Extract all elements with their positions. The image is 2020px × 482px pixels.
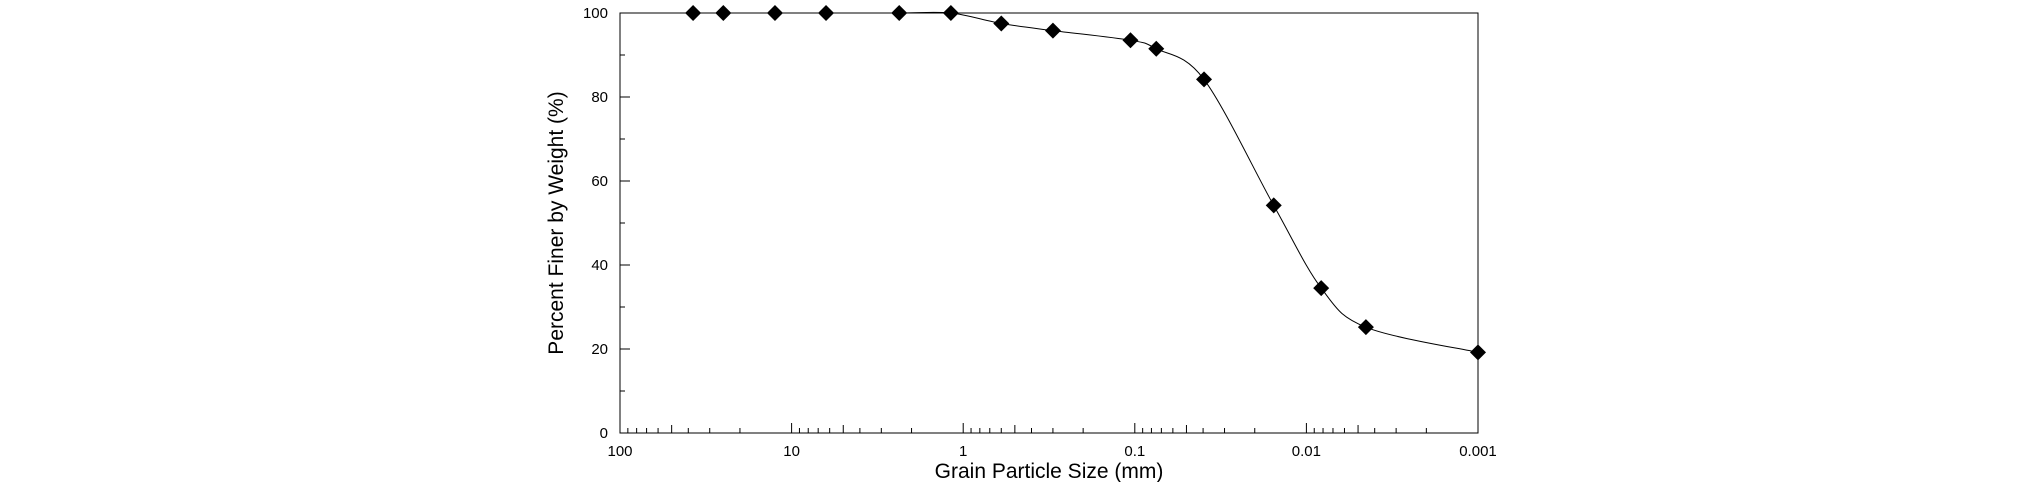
y-axis-ticks: 0 20 40 60 80 100 [583,5,630,442]
data-point-diamond [891,5,908,21]
x-tick-label: 10 [783,443,800,460]
data-point-diamond [1470,344,1486,361]
y-tick-label: 40 [591,257,608,274]
data-point-diamond [993,15,1010,32]
y-tick-label: 60 [591,173,608,190]
data-point-diamond [818,5,835,21]
x-tick-label: 0.001 [1459,443,1497,460]
x-axis-ticks: 100 10 1 0.1 0.01 0.001 [607,423,1497,460]
y-tick-label: 80 [591,89,608,106]
data-point-diamond [1313,280,1330,297]
data-point-diamond [942,5,959,21]
x-axis-title: Grain Particle Size (mm) [935,460,1164,482]
y-tick-label: 100 [583,5,608,22]
data-point-diamond [1122,32,1139,49]
data-point-diamond [766,5,783,21]
x-tick-label: 1 [959,443,967,460]
gradation-curve [693,11,1479,353]
data-point-diamond [715,5,732,21]
data-point-diamond [1148,40,1165,57]
y-axis-title: Percent Finer by Weight (%) [545,91,568,354]
data-point-diamond [1265,197,1282,214]
y-tick-label: 0 [600,425,608,442]
x-tick-label: 0.1 [1124,443,1145,460]
data-points [685,5,1486,361]
x-tick-label: 100 [607,443,632,460]
plot-frame [619,12,1479,434]
data-point-diamond [1044,22,1061,39]
x-tick-label: 0.01 [1292,443,1321,460]
y-tick-label: 20 [591,341,608,358]
data-point-diamond [685,5,702,21]
data-point-diamond [1357,319,1374,336]
data-point-diamond [1196,71,1213,88]
